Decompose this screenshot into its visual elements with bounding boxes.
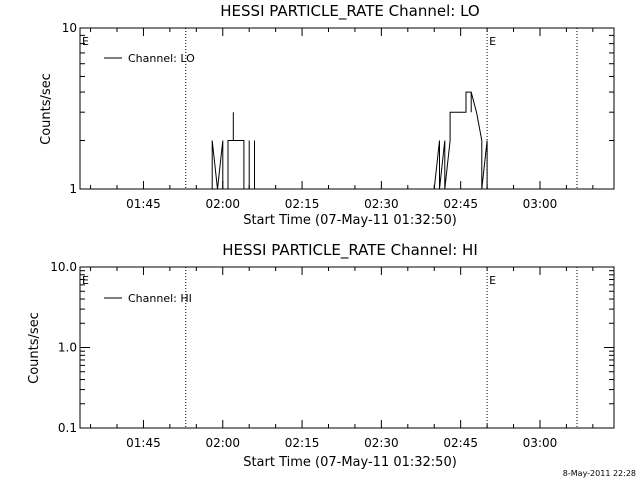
- panel-hi-xtick-label: 02:45: [443, 436, 478, 450]
- panel-hi-xlabel: Start Time (07-May-11 01:32:50): [243, 455, 457, 470]
- panel-lo-xtick-label: 02:15: [285, 197, 320, 211]
- panel-hi-marker-label: E: [489, 274, 496, 287]
- panel-hi-ylabel: Counts/sec: [27, 312, 42, 384]
- panel-hi-left-marker-label: E: [82, 274, 89, 287]
- panel-hi-legend-label: Channel: HI: [128, 292, 192, 305]
- panel-hi: HESSI PARTICLE_RATE Channel: HI 01:45 02:…: [27, 241, 615, 470]
- panel-lo-ytick-label: 1: [69, 182, 77, 196]
- panel-lo-legend-label: Channel: LO: [128, 52, 195, 65]
- panel-lo-ytick-label: 10: [62, 21, 77, 35]
- panel-lo-series-line: [211, 91, 488, 190]
- panel-lo-title: HESSI PARTICLE_RATE Channel: LO: [220, 2, 479, 21]
- panel-lo-xtick-label: 02:45: [443, 197, 478, 211]
- panel-hi-ytick-label: 10.0: [50, 260, 77, 274]
- panel-hi-xtick-label: 03:00: [523, 436, 558, 450]
- panel-lo-ylabel: Counts/sec: [39, 73, 54, 145]
- panel-lo-xtick-label: 03:00: [523, 197, 558, 211]
- panel-hi-ytick-label: 1.0: [58, 341, 77, 355]
- panel-hi-xtick-label: 02:30: [364, 436, 399, 450]
- panel-hi-title: HESSI PARTICLE_RATE Channel: HI: [222, 241, 478, 260]
- panel-hi-xtick-label: 02:00: [205, 436, 240, 450]
- footer-timestamp: 8-May-2011 22:28: [563, 469, 636, 478]
- panel-lo: HESSI PARTICLE_RATE Channel: LO 01:45 02:…: [39, 2, 615, 228]
- panel-hi-xtick-label: 02:15: [285, 436, 320, 450]
- panel-lo-left-marker-label: E: [82, 35, 89, 48]
- panel-hi-ytick-label: 0.1: [58, 421, 77, 435]
- panel-lo-xlabel: Start Time (07-May-11 01:32:50): [243, 213, 457, 228]
- panel-hi-xtick-label: 01:45: [126, 436, 161, 450]
- panel-lo-xtick-label: 01:45: [126, 197, 161, 211]
- panel-lo-xtick-label: 02:00: [205, 197, 240, 211]
- panel-lo-xtick-label: 02:30: [364, 197, 399, 211]
- panel-hi-plot: 01:45 02:00 02:15 02:30 02:45 03:00 0.1 1.0 10.0…: [50, 260, 615, 450]
- panel-lo-plot: 01:45 02:00 02:15 02:30 02:45 03:00 1 10 E E: [62, 21, 615, 211]
- panel-lo-marker-label: E: [489, 35, 496, 48]
